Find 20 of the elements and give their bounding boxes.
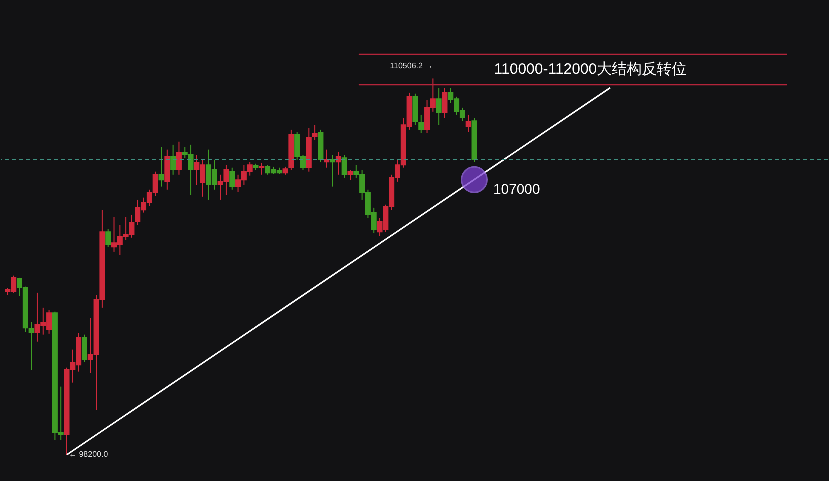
annotation: ← 98200.0 <box>69 450 109 460</box>
candlestick <box>230 167 236 190</box>
candlestick <box>170 144 176 176</box>
candlestick <box>158 146 164 188</box>
candlestick <box>436 88 442 126</box>
candlestick <box>348 170 354 181</box>
candlestick <box>28 321 34 370</box>
candlestick <box>466 114 472 133</box>
candlestick <box>82 334 88 363</box>
annotation: 110506.2 → <box>390 62 434 71</box>
candlestick <box>418 114 424 134</box>
candlestick <box>259 162 265 176</box>
candlestick <box>336 151 342 176</box>
candlestick <box>106 228 112 248</box>
candlestick <box>176 141 182 176</box>
candlestick <box>342 154 348 178</box>
candlestick <box>442 88 448 119</box>
candlestick <box>312 124 318 141</box>
annotation: 110000-112000大结构反转位 <box>494 61 688 78</box>
annotation: 107000 <box>494 180 540 197</box>
